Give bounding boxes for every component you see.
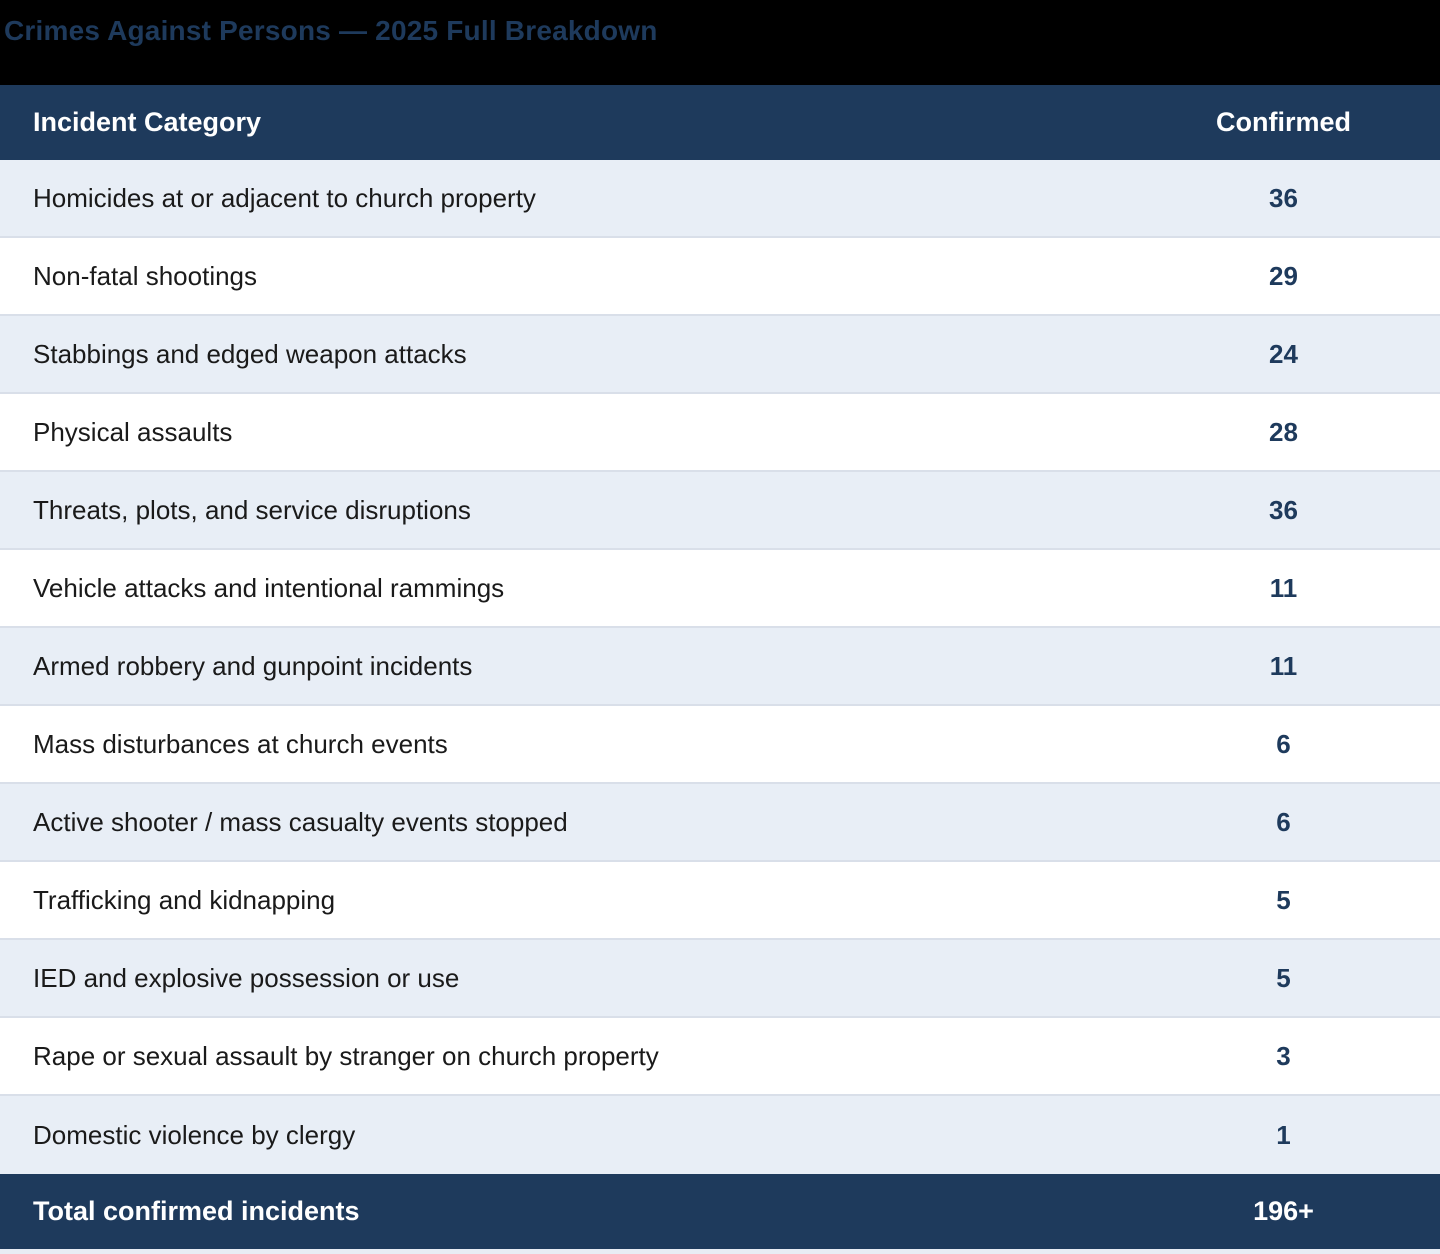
table-row: Physical assaults 28 xyxy=(0,394,1440,472)
table-row: Active shooter / mass casualty events st… xyxy=(0,784,1440,862)
table-row: Trafficking and kidnapping 5 xyxy=(0,862,1440,940)
total-label-cell: Total confirmed incidents xyxy=(33,1196,360,1226)
column-header-confirmed: Confirmed xyxy=(1216,107,1351,137)
value-cell: 36 xyxy=(1269,182,1298,213)
table-header-row: Incident Category Confirmed xyxy=(0,85,1440,160)
value-cell: 29 xyxy=(1269,260,1298,291)
value-cell: 11 xyxy=(1269,572,1298,603)
table-total-row: Total confirmed incidents 196+ xyxy=(0,1174,1440,1249)
value-cell: 5 xyxy=(1276,884,1291,915)
table-body: Homicides at or adjacent to church prope… xyxy=(0,160,1440,1174)
value-cell: 5 xyxy=(1276,962,1291,993)
category-cell: Trafficking and kidnapping xyxy=(33,884,336,915)
category-cell: Stabbings and edged weapon attacks xyxy=(33,338,467,369)
table-row: Threats, plots, and service disruptions … xyxy=(0,472,1440,550)
page-title: Crimes Against Persons — 2025 Full Break… xyxy=(4,15,658,46)
category-cell: Homicides at or adjacent to church prope… xyxy=(33,182,536,213)
value-cell: 6 xyxy=(1276,806,1291,837)
bottom-strip xyxy=(0,1249,1440,1254)
value-cell: 11 xyxy=(1269,650,1298,681)
category-cell: Physical assaults xyxy=(33,416,233,447)
category-cell: Rape or sexual assault by stranger on ch… xyxy=(33,1040,659,1071)
table-row: Vehicle attacks and intentional rammings… xyxy=(0,550,1440,628)
title-bar: Crimes Against Persons — 2025 Full Break… xyxy=(0,0,1440,85)
value-cell: 6 xyxy=(1276,728,1291,759)
table-row: Armed robbery and gunpoint incidents 11 xyxy=(0,628,1440,706)
total-value-cell: 196+ xyxy=(1253,1196,1314,1226)
value-cell: 28 xyxy=(1269,416,1298,447)
category-cell: Threats, plots, and service disruptions xyxy=(33,494,471,525)
category-cell: IED and explosive possession or use xyxy=(33,962,460,993)
table-row: Domestic violence by clergy 1 xyxy=(0,1096,1440,1174)
category-cell: Domestic violence by clergy xyxy=(33,1119,356,1150)
column-header-incident-category: Incident Category xyxy=(33,107,262,137)
value-cell: 24 xyxy=(1269,338,1298,369)
table-row: Stabbings and edged weapon attacks 24 xyxy=(0,316,1440,394)
table-row: IED and explosive possession or use 5 xyxy=(0,940,1440,1018)
table-row: Homicides at or adjacent to church prope… xyxy=(0,160,1440,238)
category-cell: Armed robbery and gunpoint incidents xyxy=(33,650,473,681)
table-row: Rape or sexual assault by stranger on ch… xyxy=(0,1018,1440,1096)
category-cell: Active shooter / mass casualty events st… xyxy=(33,806,568,837)
category-cell: Mass disturbances at church events xyxy=(33,728,448,759)
value-cell: 3 xyxy=(1276,1040,1291,1071)
category-cell: Vehicle attacks and intentional rammings xyxy=(33,572,505,603)
value-cell: 36 xyxy=(1269,494,1298,525)
table-row: Mass disturbances at church events 6 xyxy=(0,706,1440,784)
table-row: Non-fatal shootings 29 xyxy=(0,238,1440,316)
value-cell: 1 xyxy=(1276,1119,1291,1150)
category-cell: Non-fatal shootings xyxy=(33,260,258,291)
